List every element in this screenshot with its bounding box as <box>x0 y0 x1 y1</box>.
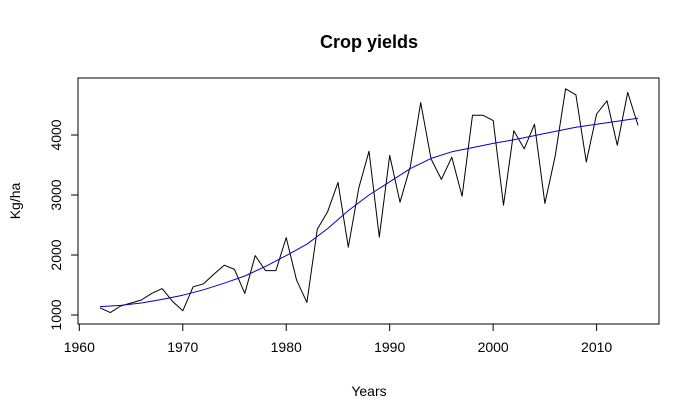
trend-series-line <box>99 117 639 308</box>
x-tick-label: 1990 <box>374 339 405 355</box>
x-axis-label: Years <box>351 383 386 399</box>
x-tick-label: 2010 <box>581 339 612 355</box>
y-axis: 1000 2000 3000 4000 <box>48 119 79 331</box>
y-tick-label: 2000 <box>48 239 64 270</box>
x-tick-label: 1970 <box>167 339 198 355</box>
x-tick-label: 1980 <box>271 339 302 355</box>
series-layer <box>99 88 639 314</box>
chart-title: Crop yields <box>320 32 418 52</box>
yield-series-line <box>99 88 639 314</box>
y-tick-label: 4000 <box>48 119 64 150</box>
y-axis-label: Kg/ha <box>7 182 23 219</box>
y-tick-label: 3000 <box>48 179 64 210</box>
x-tick-label: 1960 <box>64 339 95 355</box>
x-tick-label: 2000 <box>478 339 509 355</box>
y-tick-label: 1000 <box>48 299 64 330</box>
plot-frame <box>77 77 660 325</box>
x-axis: 1960 1970 1980 1990 2000 2010 <box>64 323 612 355</box>
